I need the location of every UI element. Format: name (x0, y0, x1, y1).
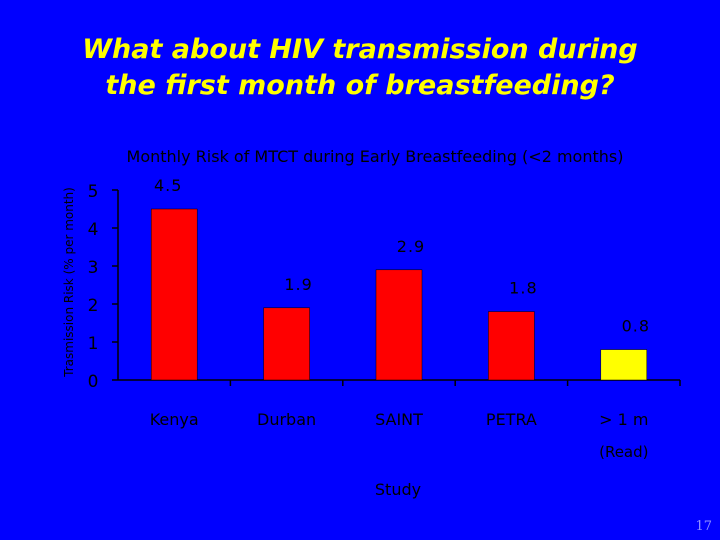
x-tick-label: PETRA (486, 410, 537, 429)
y-tick-label: 3 (88, 258, 99, 278)
y-tick-label: 0 (88, 372, 99, 392)
bar-durban (263, 307, 310, 381)
y-tick-label: 5 (88, 182, 99, 202)
slide-title: What about HIV transmission during the f… (0, 32, 720, 104)
bar--1-m (600, 349, 648, 381)
bar-petra (488, 311, 535, 381)
chart-title: Monthly Risk of MTCT during Early Breast… (127, 147, 624, 166)
y-tick-label: 1 (88, 334, 99, 354)
x-tick-sublabel: (Read) (599, 443, 648, 461)
data-label: 4.5 (154, 176, 182, 195)
x-tick-label: SAINT (375, 410, 423, 429)
data-label: 1.9 (284, 275, 312, 294)
slide-title-line-1: What about HIV transmission during (82, 34, 638, 65)
data-label: 2.9 (397, 237, 425, 256)
y-tick-label: 4 (88, 220, 99, 240)
page-number: 17 (695, 519, 712, 534)
x-tick-label: Durban (257, 410, 316, 429)
x-tick-label: Kenya (150, 410, 199, 429)
y-tick-label: 2 (88, 296, 99, 316)
y-axis-label: Trasmission Risk (% per month) (62, 187, 76, 378)
x-tick-label: > 1 m (599, 410, 648, 429)
data-label: 0.8 (622, 317, 650, 336)
bar-saint (375, 269, 423, 381)
slide-title-line-2: the first month of breastfeeding? (105, 70, 615, 101)
x-axis-label: Study (375, 480, 421, 499)
data-label: 1.8 (509, 279, 537, 298)
bar-kenya (150, 208, 198, 381)
